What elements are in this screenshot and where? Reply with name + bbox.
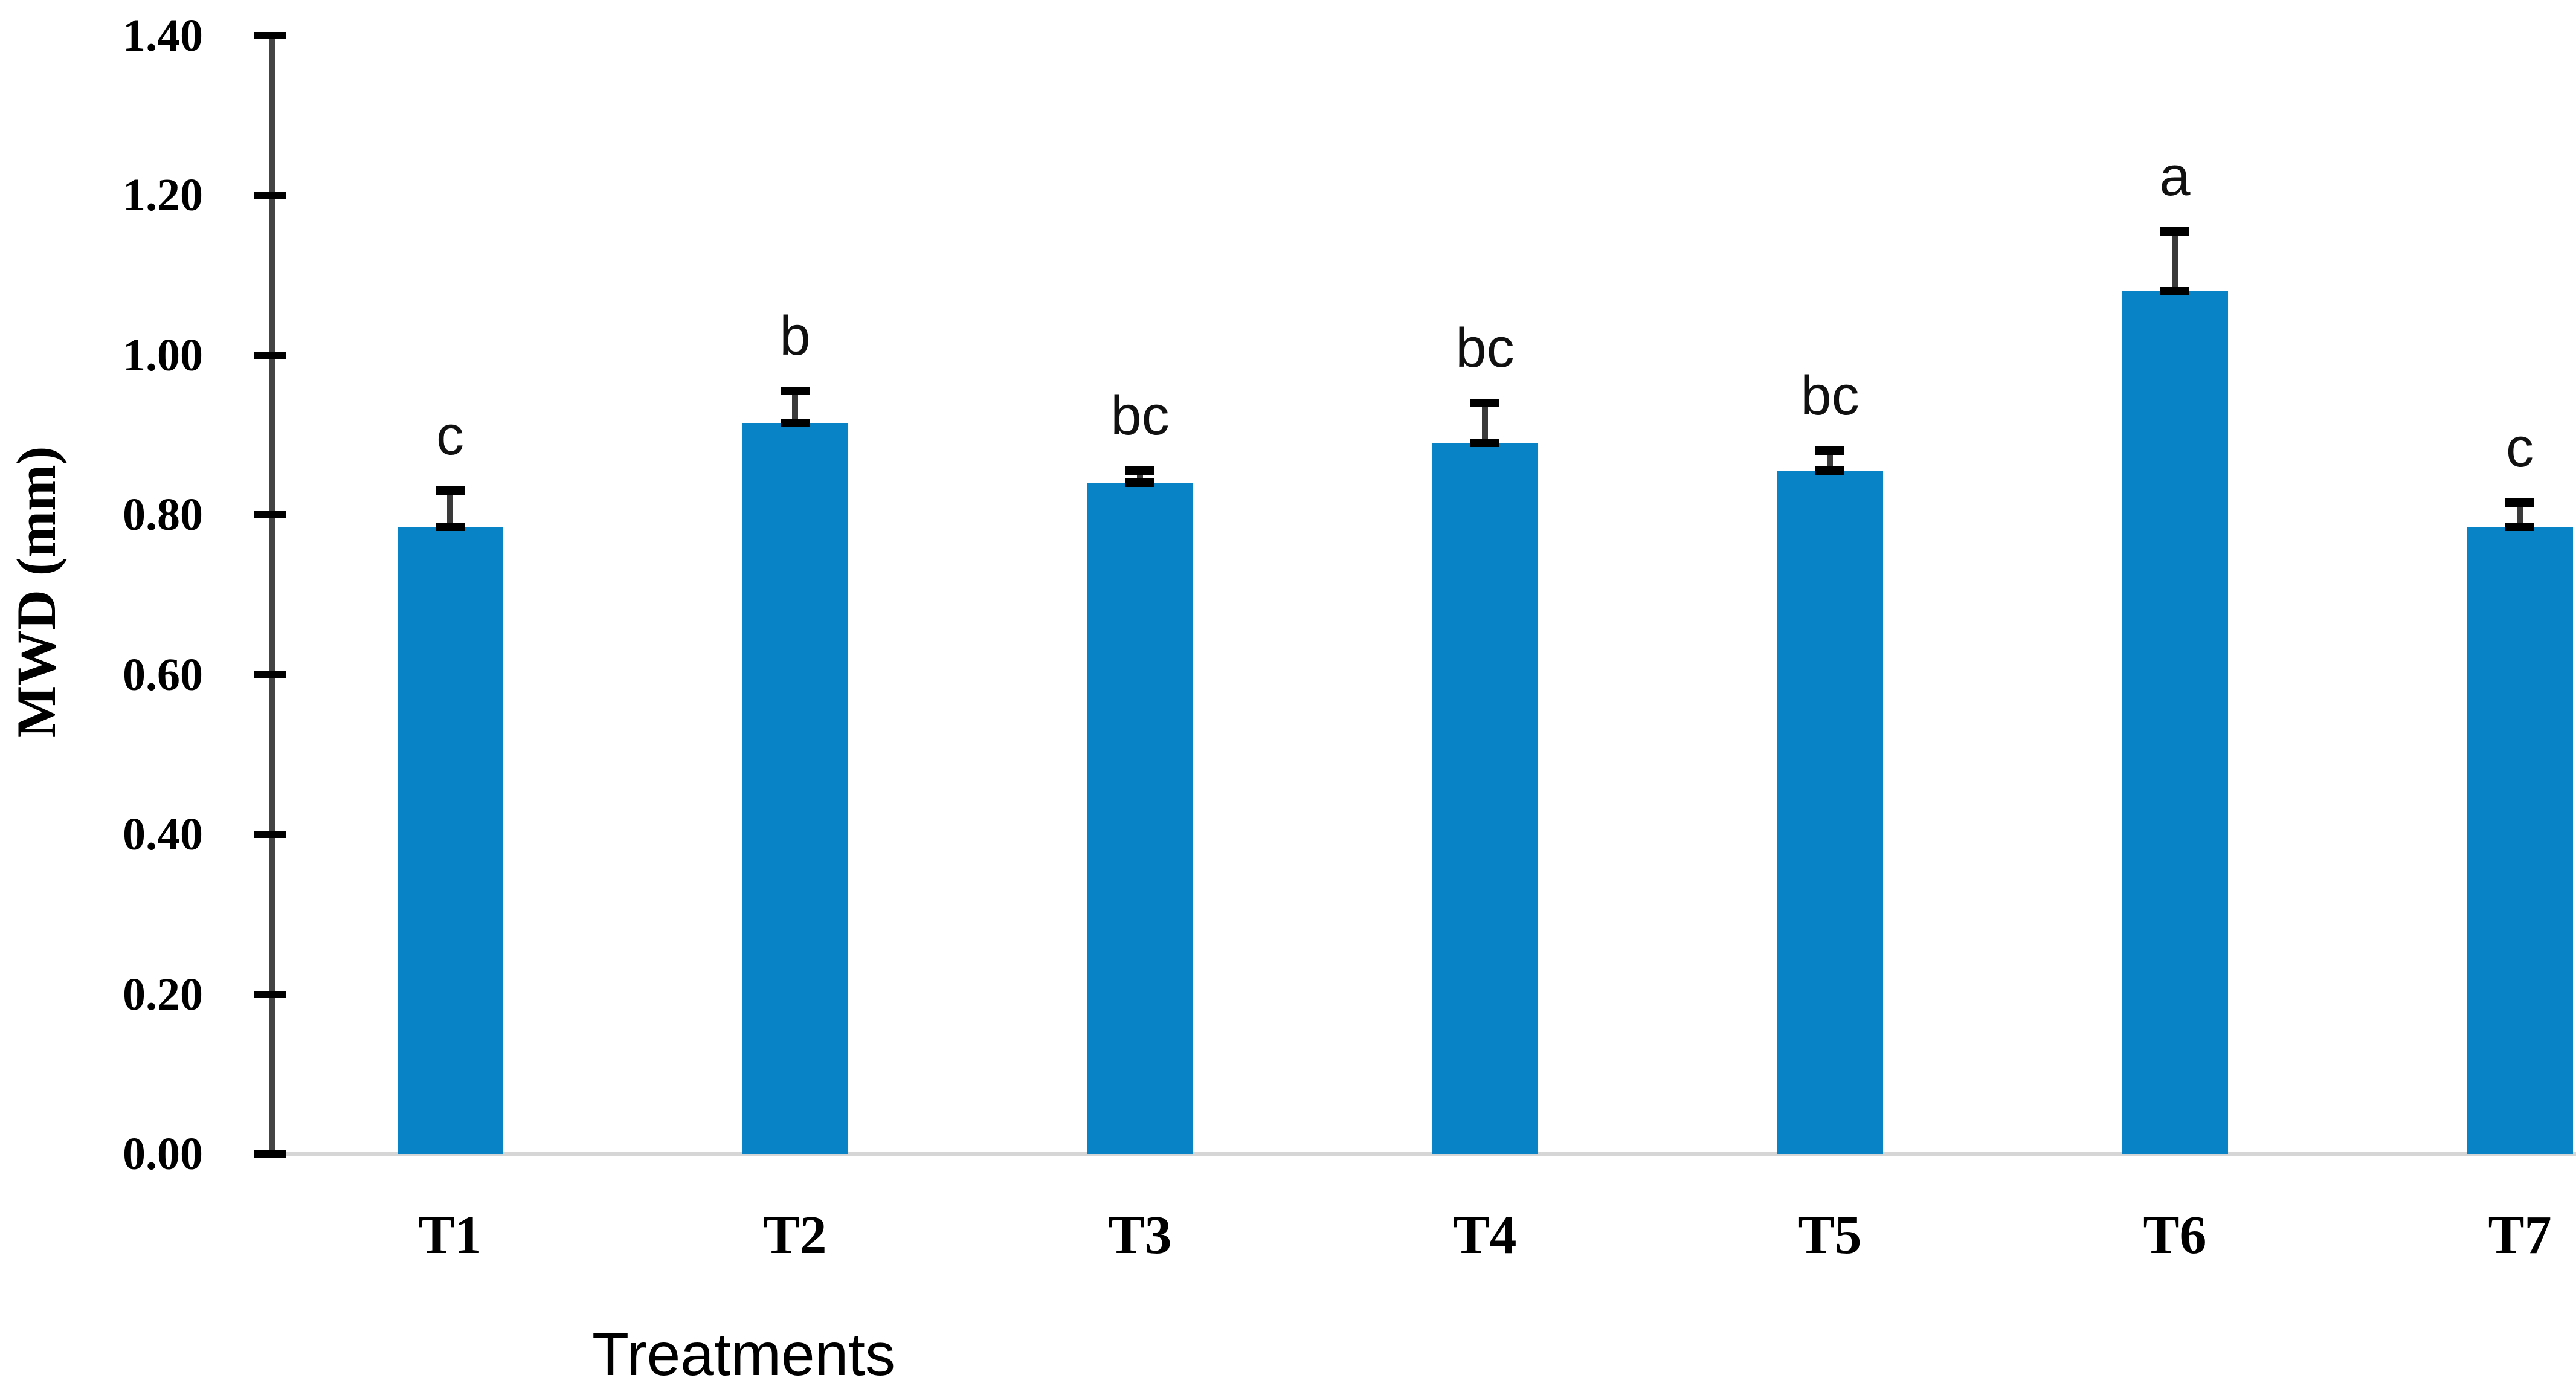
- sig-letter: b: [779, 305, 811, 367]
- error-bar-bottom-cap: [781, 418, 810, 427]
- y-axis-title: MWD (mm): [5, 446, 67, 738]
- bar: [1087, 483, 1193, 1154]
- error-bar-bottom-cap: [1470, 438, 1499, 447]
- y-tick-mark: [254, 671, 286, 678]
- y-tick-label: 0.00: [123, 1129, 203, 1179]
- y-tick-mark: [254, 1150, 286, 1158]
- bar: [1777, 471, 1883, 1154]
- sig-letter: bc: [1455, 317, 1515, 379]
- error-bar-top-cap: [1470, 398, 1499, 407]
- y-axis-line: [269, 35, 275, 1158]
- sig-letter: bc: [1110, 385, 1170, 447]
- error-bar-bottom-cap: [2160, 286, 2189, 295]
- error-bar-top-cap: [2505, 498, 2534, 507]
- sig-letter: c: [436, 405, 464, 467]
- sig-letter: a: [2159, 145, 2191, 207]
- error-bar-whisker: [792, 391, 798, 423]
- y-tick-label: 0.20: [123, 968, 203, 1020]
- error-bar-top-cap: [1815, 446, 1844, 456]
- x-tick-label: T3: [1108, 1205, 1172, 1265]
- error-bar-whisker: [1137, 471, 1143, 483]
- x-tick-label: T1: [418, 1205, 482, 1265]
- x-tick-label: T6: [2143, 1205, 2207, 1265]
- y-tick-mark: [254, 990, 286, 998]
- bar: [2122, 291, 2228, 1154]
- x-tick-label: T7: [2488, 1205, 2552, 1265]
- y-tick-mark: [254, 192, 286, 199]
- bar: [2467, 526, 2573, 1154]
- y-tick-mark: [254, 351, 286, 359]
- bar: [397, 526, 503, 1154]
- error-bar-bottom-cap: [1125, 478, 1154, 488]
- error-bar-whisker: [2517, 503, 2523, 527]
- y-tick-label: 0.80: [123, 489, 203, 540]
- y-tick-label: 1.00: [123, 329, 203, 381]
- error-bar-top-cap: [2160, 227, 2189, 236]
- error-bar-top-cap: [781, 387, 810, 395]
- sig-letter: c: [2506, 417, 2534, 479]
- x-tick-label: T5: [1798, 1205, 1862, 1265]
- y-tick-label: 1.40: [123, 10, 203, 61]
- x-axis-baseline: [272, 1152, 2576, 1156]
- error-bar-bottom-cap: [1815, 466, 1844, 475]
- error-bar-top-cap: [436, 486, 465, 495]
- bar: [1432, 442, 1538, 1154]
- bar: [742, 422, 848, 1154]
- y-tick-mark: [254, 511, 286, 518]
- y-tick-label: 0.40: [123, 809, 203, 860]
- error-bar-whisker: [447, 491, 453, 527]
- x-tick-label: T2: [763, 1205, 827, 1265]
- x-axis-title: Treatments: [592, 1321, 896, 1388]
- error-bar-bottom-cap: [2505, 522, 2534, 531]
- error-bar-bottom-cap: [436, 522, 465, 531]
- error-bar-top-cap: [1125, 466, 1154, 475]
- error-bar-whisker: [1827, 451, 1833, 471]
- sig-letter: bc: [1800, 365, 1860, 427]
- y-tick-mark: [254, 31, 286, 39]
- error-bar-whisker: [1482, 402, 1488, 443]
- x-tick-label: T4: [1453, 1205, 1517, 1265]
- y-tick-label: 0.60: [123, 649, 203, 700]
- y-tick-label: 1.20: [123, 170, 203, 221]
- error-bar-whisker: [2172, 231, 2178, 291]
- y-tick-mark: [254, 831, 286, 838]
